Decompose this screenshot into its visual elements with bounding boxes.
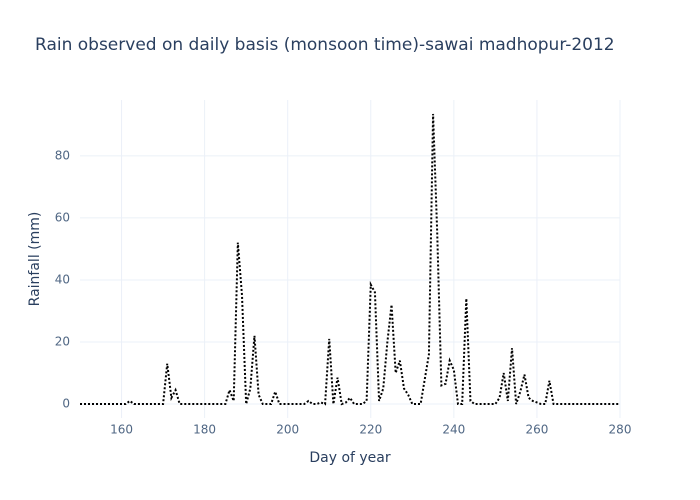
y-tick-label: 80 [55,148,70,162]
data-line [80,113,620,406]
x-tick-label: 180 [193,423,216,437]
x-tick-label: 200 [276,423,299,437]
y-tick-label: 40 [55,272,70,286]
x-tick-label: 240 [442,423,465,437]
x-tick-label: 160 [110,423,133,437]
y-tick-label: 20 [55,334,70,348]
chart-title: Rain observed on daily basis (monsoon ti… [35,35,615,55]
x-tick-label: 280 [609,423,632,437]
x-axis-title: Day of year [309,450,391,466]
y-axis-title: Rainfall (mm) [27,212,43,307]
y-tick-label: 0 [62,397,70,411]
x-tick-label: 260 [525,423,548,437]
x-tick-label: 220 [359,423,382,437]
y-tick-label: 60 [55,210,70,224]
